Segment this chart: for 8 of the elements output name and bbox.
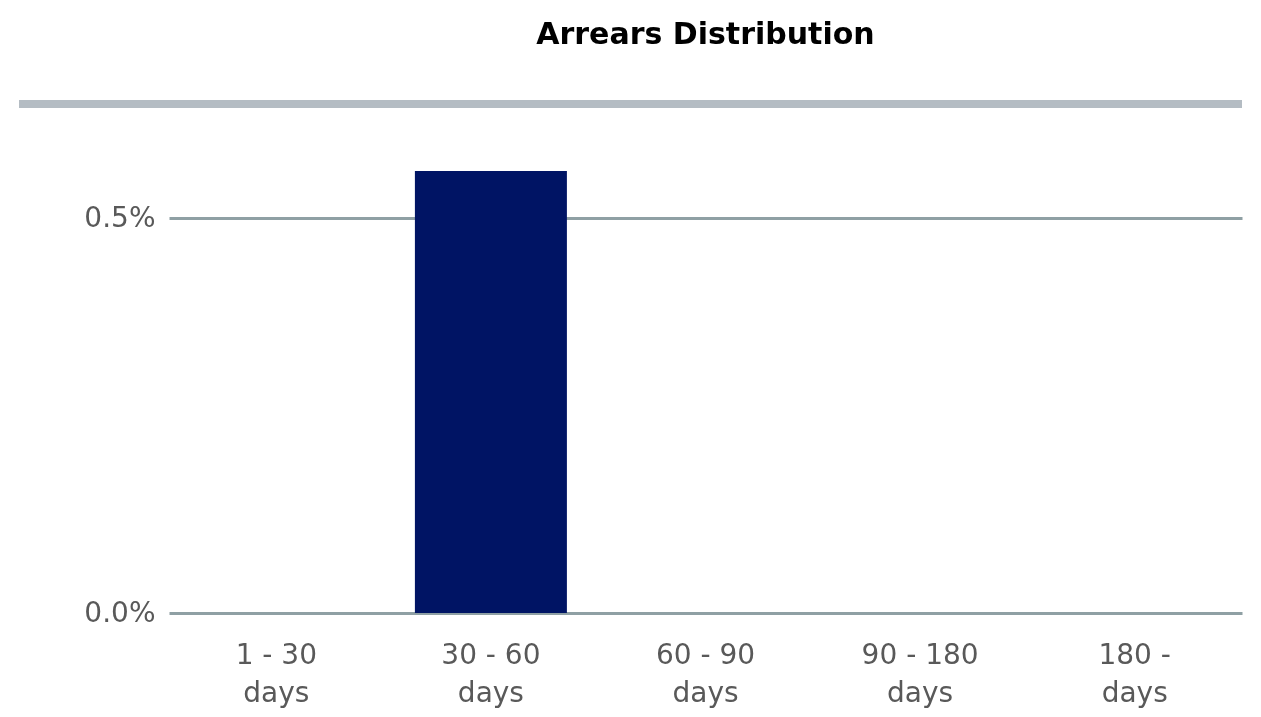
x-tick-label: 60 - 90 days: [655, 637, 756, 709]
y-tick-label: 0.0%: [84, 595, 156, 629]
y-tick-label: 0.5%: [84, 200, 156, 234]
x-tick-label: 1 - 30 days: [235, 637, 317, 709]
x-tick-label: 90 - 180 days: [861, 637, 979, 709]
x-tick-label: 30 - 60 days: [441, 637, 541, 709]
x-tick-label: 180 - days: [1098, 637, 1171, 709]
chart-title: Arrears Distribution: [536, 16, 875, 51]
